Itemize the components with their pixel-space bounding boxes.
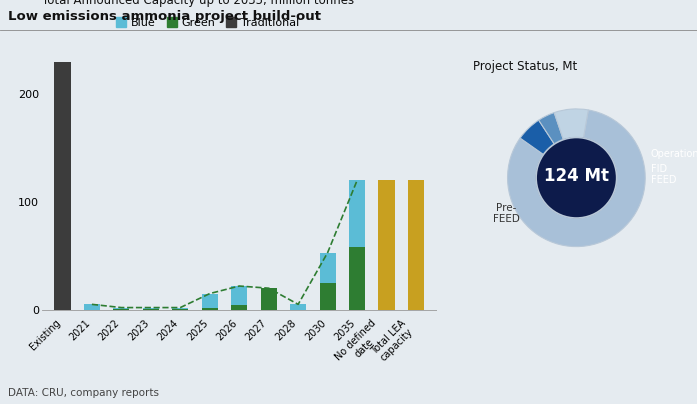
- Bar: [319, 283, 336, 310]
- Text: Operational: Operational: [651, 149, 697, 159]
- Bar: [114, 309, 130, 310]
- Legend: Blue, Green, Traditional: Blue, Green, Traditional: [112, 13, 303, 32]
- Bar: [408, 181, 424, 310]
- Text: 124 Mt: 124 Mt: [544, 167, 609, 185]
- Bar: [54, 62, 70, 310]
- Bar: [319, 252, 336, 283]
- Bar: [114, 307, 130, 309]
- Bar: [201, 307, 218, 310]
- Bar: [261, 288, 277, 310]
- Bar: [349, 181, 365, 247]
- Bar: [231, 305, 247, 310]
- Wedge shape: [554, 109, 588, 140]
- Bar: [84, 304, 100, 310]
- Text: Low emissions ammonia project build-out: Low emissions ammonia project build-out: [8, 10, 321, 23]
- Bar: [143, 309, 159, 310]
- Circle shape: [537, 138, 616, 218]
- Bar: [231, 286, 247, 305]
- Bar: [143, 307, 159, 309]
- Bar: [290, 304, 306, 310]
- Text: FEED: FEED: [651, 175, 676, 185]
- Bar: [172, 309, 188, 310]
- Text: Total Announced Capacity up to 2035, million tonnes: Total Announced Capacity up to 2035, mil…: [42, 0, 354, 7]
- Wedge shape: [539, 113, 564, 144]
- Text: DATA: CRU, company reports: DATA: CRU, company reports: [8, 388, 160, 398]
- Wedge shape: [520, 120, 555, 155]
- Bar: [349, 247, 365, 310]
- Text: FID: FID: [651, 164, 667, 174]
- Text: Project Status, Mt: Project Status, Mt: [473, 60, 577, 73]
- Text: Pre-
FEED: Pre- FEED: [493, 203, 519, 224]
- Bar: [172, 307, 188, 309]
- Bar: [201, 294, 218, 307]
- Bar: [378, 181, 395, 310]
- Wedge shape: [507, 110, 645, 246]
